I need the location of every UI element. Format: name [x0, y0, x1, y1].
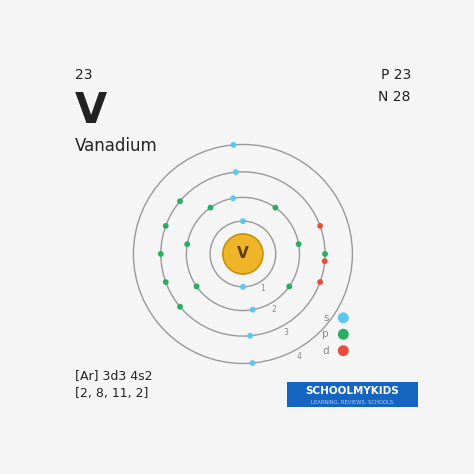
Circle shape	[240, 218, 246, 224]
Circle shape	[163, 279, 169, 285]
Text: 1: 1	[260, 284, 265, 293]
Circle shape	[273, 205, 278, 210]
Circle shape	[322, 251, 328, 257]
Circle shape	[177, 304, 183, 310]
Circle shape	[249, 360, 255, 366]
Text: Vanadium: Vanadium	[75, 137, 158, 155]
Circle shape	[250, 307, 255, 312]
Circle shape	[317, 223, 323, 229]
Circle shape	[230, 195, 236, 201]
Circle shape	[286, 283, 292, 289]
Text: [2, 8, 11, 2]: [2, 8, 11, 2]	[75, 387, 148, 400]
Text: [Ar] 3d3 4s2: [Ar] 3d3 4s2	[75, 369, 153, 382]
Text: p: p	[322, 329, 328, 339]
Circle shape	[230, 142, 237, 148]
Circle shape	[163, 223, 169, 229]
Text: 2: 2	[271, 305, 276, 314]
Circle shape	[247, 333, 253, 339]
Circle shape	[194, 283, 200, 289]
Circle shape	[233, 169, 239, 175]
Text: 23: 23	[75, 68, 92, 82]
FancyBboxPatch shape	[287, 382, 418, 407]
Circle shape	[240, 284, 246, 290]
Text: d: d	[322, 346, 328, 356]
Circle shape	[322, 258, 328, 264]
Text: 3: 3	[283, 328, 288, 337]
Text: V: V	[237, 246, 249, 262]
Text: P 23: P 23	[381, 68, 411, 82]
Text: 4: 4	[296, 352, 301, 361]
Circle shape	[184, 241, 190, 247]
Circle shape	[177, 198, 183, 204]
Text: N 28: N 28	[378, 90, 411, 104]
Circle shape	[208, 205, 213, 210]
Circle shape	[223, 234, 263, 274]
Text: s: s	[323, 313, 328, 323]
Text: LEARNING. REVIEWS. SCHOOLS.: LEARNING. REVIEWS. SCHOOLS.	[310, 400, 394, 405]
Text: SCHOOLMYKIDS: SCHOOLMYKIDS	[306, 386, 399, 396]
Circle shape	[338, 346, 348, 356]
Circle shape	[158, 251, 164, 257]
Circle shape	[317, 279, 323, 285]
Circle shape	[338, 329, 348, 339]
Circle shape	[338, 313, 348, 323]
Text: V: V	[75, 90, 107, 132]
Circle shape	[296, 241, 301, 247]
